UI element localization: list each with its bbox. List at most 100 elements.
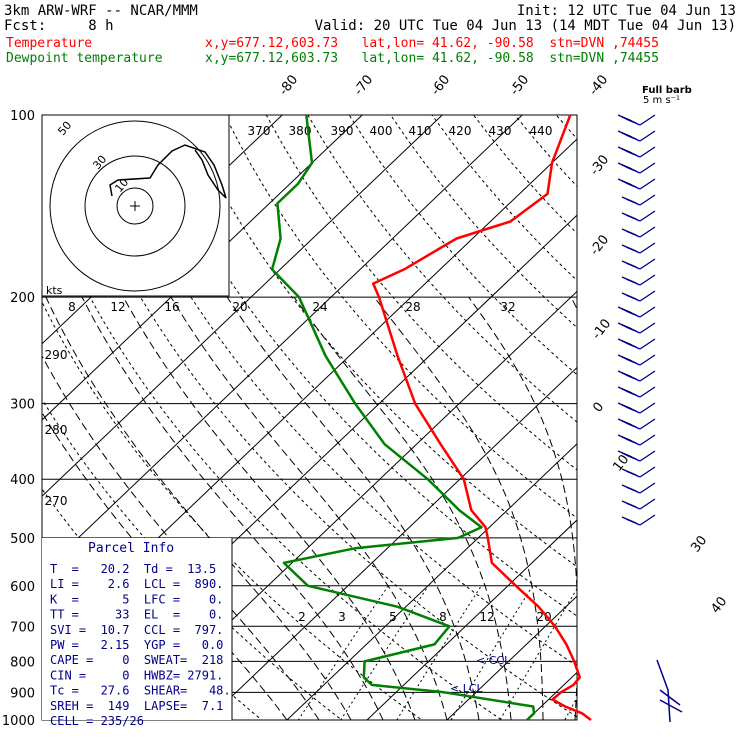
isotherm-line (526, 671, 577, 720)
wind-barb-flag (617, 338, 633, 346)
moist-adiabat-line (570, 296, 577, 310)
wind-barb-staff (639, 130, 656, 142)
mixing-ratio-lines (297, 585, 577, 720)
hodograph-units: kts (46, 284, 63, 297)
wind-barb-flag (621, 292, 637, 300)
wind-barb-staff (639, 514, 656, 526)
dry-adiabat-line (473, 115, 577, 235)
pressure-label: 1000 (2, 714, 35, 729)
mixing-ratio-line (450, 585, 533, 720)
parcel-info-row: CELL = 235/26 (50, 714, 144, 728)
dry-adiabat-line (224, 115, 577, 519)
hodograph-speed-label: 20 (232, 300, 247, 314)
hodograph-speed-label: 24 (312, 300, 327, 314)
mixing-ratio-line (564, 696, 577, 720)
wind-barb-flag (617, 370, 633, 378)
wind-barb-staff (639, 162, 656, 174)
dry-adiabat-line (390, 115, 577, 329)
pressure-label: 800 (10, 655, 35, 670)
wind-barb-staff (639, 370, 656, 382)
wind-barb-staff (639, 386, 656, 398)
pressure-label: 400 (10, 473, 35, 488)
dry-adiabat-line (680, 115, 740, 733)
wind-barb-flag (617, 162, 633, 170)
wind-barb-flag (621, 276, 637, 284)
pressure-label: 900 (10, 686, 35, 701)
potential-temperature-label: 280 (45, 423, 68, 437)
mixing-ratio-line (297, 585, 389, 720)
wind-barb-flag (617, 354, 633, 362)
wind-barb-flag (621, 468, 637, 476)
wind-barb-flag (621, 484, 637, 492)
dry-adiabat-line (307, 115, 577, 423)
wind-barb-staff (639, 450, 656, 462)
hodograph-speed-label: 8 (68, 300, 76, 314)
parcel-info-title: Parcel Info (88, 541, 174, 556)
wind-barb-flag (621, 212, 637, 220)
wind-barb-flag (621, 516, 637, 524)
wind-barb-staff (639, 290, 656, 302)
hodograph-trace (109, 144, 227, 199)
pressure-label: 100 (10, 109, 35, 124)
wind-barb-staff (639, 306, 656, 318)
lcl-marker: < LCL (450, 682, 484, 695)
wind-barb-staff (639, 434, 656, 446)
dry-adiabat-line (722, 115, 740, 733)
mixing-ratio-label: 12 (479, 610, 494, 624)
parcel-info-row: LI = 2.6 LCL = 890. (50, 577, 223, 591)
pressure-label: 200 (10, 291, 35, 306)
isotherm-label: 40 (708, 594, 730, 616)
hodograph-ring (116, 187, 154, 225)
parcel-info-row: TT = 33 EL = 0. (50, 608, 223, 622)
parcel-info-row: PW = 2.15 YGP = 0.0 (50, 638, 223, 652)
wind-barb-flag (617, 402, 633, 410)
wind-barb-flag (621, 260, 637, 268)
temperature-legend-info: x,y=677.12,603.73 lat,lon= 41.62, -90.58… (205, 36, 659, 51)
valid-time: Valid: 20 UTC Tue 04 Jun 13 (14 MDT Tue … (314, 18, 736, 34)
wind-barb-flag (621, 196, 637, 204)
wind-barb-staff (639, 418, 656, 430)
wind-barb-flag (617, 306, 633, 314)
mixing-ratio-label: 5 (389, 610, 397, 624)
moist-adiabat-line (639, 297, 676, 720)
wind-barb-staff (639, 242, 656, 254)
init-time: Init: 12 UTC Tue 04 Jun 13 (516, 3, 736, 19)
barb-legend-units: 5 m s⁻¹ (643, 95, 680, 106)
isotherm-line (366, 519, 577, 720)
potential-temperature-label: 440 (530, 124, 553, 138)
potential-temperature-label: 380 (289, 124, 312, 138)
parcel-info-row: SREH = 149 LAPSE= 7.1 (50, 699, 223, 713)
wind-barb-staff (639, 178, 656, 190)
isotherm-label: 0 (590, 400, 607, 416)
wind-barb-flag (621, 244, 637, 252)
dewpoint-legend-label: Dewpoint temperature (6, 51, 163, 66)
pressure-label: 500 (10, 532, 35, 547)
wind-barb-staff (639, 146, 656, 158)
model-title: 3km ARW-WRF -- NCAR/MMM (4, 3, 198, 19)
wind-barb-flag (617, 386, 633, 394)
potential-temperature-label: 370 (248, 124, 271, 138)
wind-barb-flag (617, 114, 633, 122)
wind-barb-flag (617, 322, 633, 330)
wind-barb-staff (639, 466, 656, 478)
potential-temperature-label: 420 (449, 124, 472, 138)
wind-barb-staff (639, 274, 656, 286)
moist-adiabat-line (122, 296, 416, 720)
moist-adiabat-line (226, 296, 480, 720)
isotherm-label: -50 (507, 72, 532, 98)
wind-barb-staff (639, 210, 656, 222)
mixing-ratio-line (340, 585, 429, 720)
pressure-label: 300 (10, 398, 35, 413)
mixing-ratio-label: 20 (536, 610, 551, 624)
dry-adiabat-line (348, 115, 577, 376)
surface-wind-barb (656, 659, 683, 723)
dry-adiabat-line (183, 115, 577, 568)
temperature-profile (371, 114, 592, 722)
potential-temperature-label: 410 (409, 124, 432, 138)
dry-adiabat-line (42, 190, 503, 720)
mixing-ratio-label: 2 (298, 610, 306, 624)
wind-barb-staff (639, 498, 656, 510)
wind-barb-staff (639, 114, 656, 126)
dry-adiabat-line (141, 115, 577, 617)
